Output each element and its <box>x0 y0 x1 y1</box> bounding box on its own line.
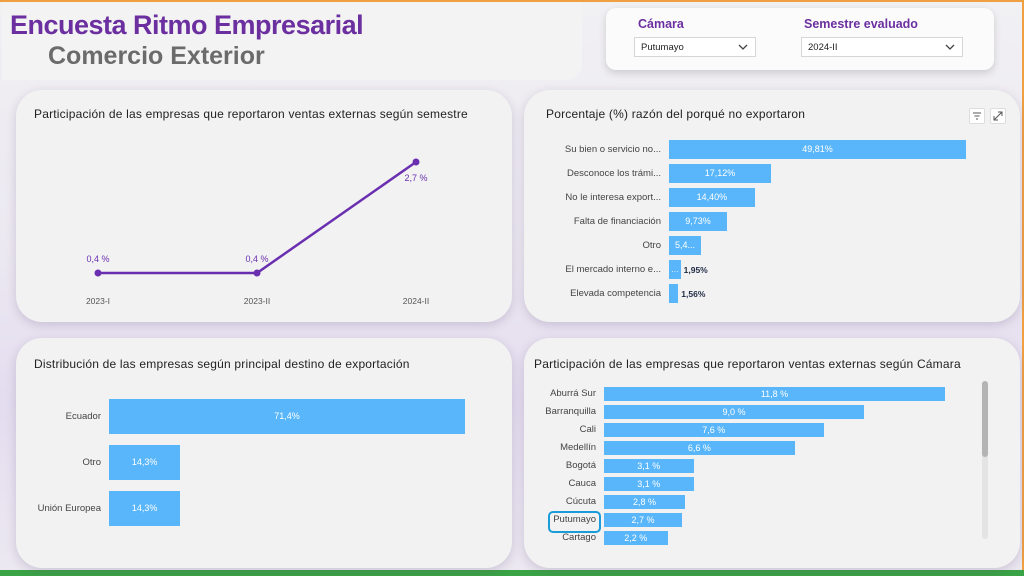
page-title: Encuesta Ritmo Empresarial <box>10 10 364 40</box>
bar[interactable]: 14,3% <box>109 491 181 526</box>
data-point[interactable] <box>94 269 102 277</box>
focus-mode-icon[interactable] <box>990 108 1006 124</box>
data-point[interactable] <box>253 269 261 277</box>
data-label: 5,4... <box>675 240 696 250</box>
semestre-dropdown[interactable]: 2024-II <box>801 37 963 57</box>
x-axis-tick-label: 2023-I <box>86 296 110 306</box>
x-axis-tick-label: 2023-II <box>244 296 270 306</box>
bar[interactable]: 71,4% <box>109 399 465 434</box>
destinations-bar-chart: Ecuador 71,4% Otro 14,3% Unión Europea 14,3% <box>16 338 512 568</box>
bar[interactable]: 3,1 % <box>604 459 694 473</box>
destinations-chart-card: Distribución de las empresas según princ… <box>16 338 512 568</box>
category-label: Otro <box>82 456 101 468</box>
semestre-dropdown-value: 2024-II <box>808 42 838 53</box>
bar[interactable]: … <box>669 260 681 279</box>
data-label: 2,7 % <box>631 515 655 525</box>
data-label: 9,0 % <box>722 407 746 417</box>
bar[interactable]: 7,6 % <box>604 423 824 437</box>
x-axis-tick-label: 2024-II <box>403 296 429 306</box>
data-label: 9,73% <box>685 216 711 226</box>
filter-icon[interactable] <box>969 108 985 124</box>
data-label: 71,4% <box>274 411 300 421</box>
scrollbar-thumb[interactable] <box>982 381 988 457</box>
reasons-chart-card: Porcentaje (%) razón del porqué no expor… <box>524 90 1020 322</box>
bar[interactable]: 9,73% <box>669 212 728 231</box>
page-subtitle: Comercio Exterior <box>48 42 265 70</box>
bar[interactable] <box>669 284 679 303</box>
chevron-down-icon <box>738 44 748 50</box>
bar[interactable]: 3,1 % <box>604 477 694 491</box>
bar[interactable]: 17,12% <box>669 164 772 183</box>
camaras-chart-title: Participación de las empresas que report… <box>534 357 961 371</box>
reasons-chart-title: Porcentaje (%) razón del porqué no expor… <box>546 107 806 121</box>
category-label: Ecuador <box>65 410 101 422</box>
semestre-filter-label: Semestre evaluado <box>804 17 918 31</box>
category-label: Unión Europea <box>37 502 101 514</box>
category-label: Cúcuta <box>565 496 596 507</box>
data-point[interactable] <box>412 158 420 166</box>
data-label: 1,56% <box>681 288 706 299</box>
category-label: Su bien o servicio no... <box>564 143 661 155</box>
bar[interactable]: 2,2 % <box>604 531 668 545</box>
category-label: Cauca <box>568 478 596 489</box>
frame-top-border <box>0 0 1024 2</box>
bar[interactable]: 2,7 % <box>604 513 683 527</box>
category-label: Aburrá Sur <box>550 388 596 399</box>
category-label: Putumayo <box>553 514 596 525</box>
category-label: Elevada competencia <box>570 287 661 299</box>
data-label: 3,1 % <box>637 461 661 471</box>
bar[interactable]: 6,6 % <box>604 441 795 455</box>
bar[interactable]: 5,4... <box>669 236 702 255</box>
category-label: Desconoce los trámi... <box>567 167 661 179</box>
bar[interactable]: 9,0 % <box>604 405 865 419</box>
camara-filter-label: Cámara <box>638 17 684 31</box>
camaras-scrollbar[interactable] <box>982 381 988 539</box>
data-label: 17,12% <box>704 168 736 178</box>
data-label: 49,81% <box>802 144 833 154</box>
line-chart: 0,4 % 2023-I 0,4 % 2023-II 2,7 % 2024-II <box>86 158 429 306</box>
frame-bottom-border <box>0 570 1024 576</box>
data-label: 3,1 % <box>637 479 661 489</box>
selected-camara-highlight <box>548 511 601 533</box>
camaras-bar-chart: Aburrá Sur 11,8 % Barranquilla 9,0 % Cali 7,6… <box>524 338 1020 568</box>
category-label: Falta de financiación <box>573 215 661 227</box>
chevron-down-icon <box>945 44 955 50</box>
data-label: 2,2 % <box>624 533 648 543</box>
bar[interactable]: 11,8 % <box>604 387 945 401</box>
data-label: 7,6 % <box>702 425 726 435</box>
category-label: Medellín <box>560 442 596 453</box>
bar[interactable]: 14,40% <box>669 188 755 207</box>
destinations-chart-title: Distribución de las empresas según princ… <box>34 357 410 371</box>
data-label: 0,4 % <box>86 254 109 264</box>
category-label: Bogotá <box>565 460 596 471</box>
category-label: No le interesa export... <box>565 191 661 203</box>
data-label: 2,7 % <box>404 173 427 183</box>
data-label: 11,8 % <box>760 389 789 399</box>
camaras-chart-card: Participación de las empresas que report… <box>524 338 1020 568</box>
bar[interactable]: 14,3% <box>109 445 181 480</box>
category-label: El mercado interno e... <box>565 263 661 275</box>
camara-dropdown-value: Putumayo <box>641 42 684 53</box>
data-label: 14,3% <box>131 503 158 513</box>
reasons-bar-chart: Su bien o servicio no... 49,81% Desconoce … <box>524 90 1020 322</box>
category-label: Cartago <box>562 532 596 543</box>
data-label: 0,4 % <box>245 254 268 264</box>
bar[interactable]: 2,8 % <box>604 495 685 509</box>
data-label: 2,8 % <box>632 497 656 507</box>
bar-inner-ellipsis: … <box>670 265 679 274</box>
line-chart-title: Participación de las empresas que report… <box>34 107 468 121</box>
data-label: 1,95% <box>683 264 708 275</box>
category-label: Otro <box>642 239 661 251</box>
data-label: 14,40% <box>696 192 728 202</box>
filter-panel: Cámara Putumayo Semestre evaluado 2024-I… <box>606 8 994 70</box>
data-label: 14,3% <box>131 457 158 467</box>
category-label: Cali <box>579 424 596 435</box>
semester-line-chart-card: Participación de las empresas que report… <box>16 90 512 322</box>
data-label: 6,6 % <box>687 443 711 453</box>
category-label: Barranquilla <box>545 406 596 417</box>
camara-dropdown[interactable]: Putumayo <box>634 37 756 57</box>
bar[interactable]: 49,81% <box>669 140 966 159</box>
frame-right-border <box>1022 0 1024 576</box>
title-card: Encuesta Ritmo Empresarial Comercio Exte… <box>2 2 582 80</box>
